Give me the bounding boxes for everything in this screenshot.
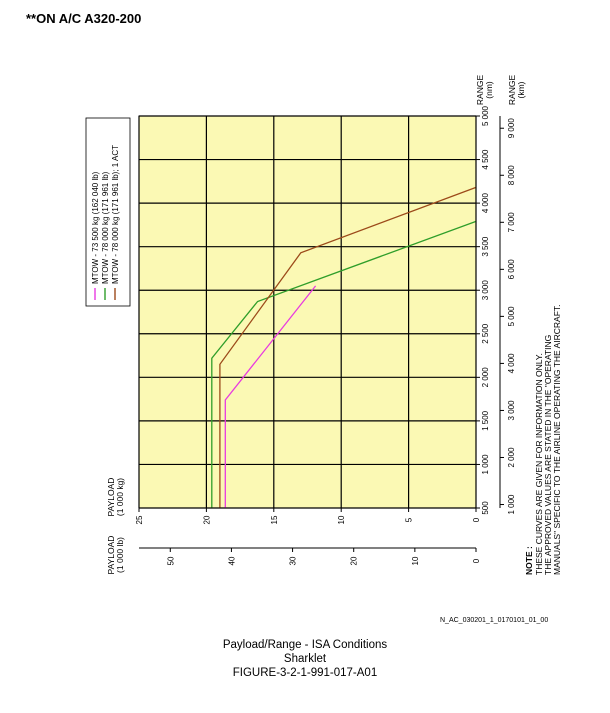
range-km-tick-label: 7 000 [507,212,516,233]
range-nm-axis: 500 1 000 1 500 2 000 2 500 3 000 3 500 4 000 4 … [476,105,490,515]
range-nm-tick-label: 5 000 [481,105,490,126]
payload-kg-tick-label: 5 [405,517,414,522]
range-km-tick-label: 3 000 [507,400,516,421]
range-nm-unit: (nm) [484,81,494,99]
plot-area [139,116,476,508]
payload-kg-tick-label: 0 [472,517,481,522]
note-line-3: MANUALS" SPECIFIC TO THE AIRLINE OPERATI… [552,304,562,575]
range-km-axis: 1 000 2 000 3 000 4 000 5 000 6 000 7 000 8 000… [499,116,516,515]
legend-label-1: MTOW - 73 500 kg (162 040 lb) [91,171,100,284]
payload-lb-tick-label: 40 [227,556,236,565]
payload-lb-tick-label: 50 [166,556,175,565]
figure-caption-subtitle: Sharklet [283,653,327,665]
payload-kg-tick-label: 20 [202,515,211,524]
series-line-2 [211,220,477,508]
legend: MTOW - 73 500 kg (162 040 lb) MTOW - 78 0… [85,117,131,307]
range-km-tick-label: 8 000 [507,165,516,186]
note-title: NOTE : [524,546,534,575]
payload-kg-tick-label: 10 [337,515,346,524]
range-nm-tick-label: 500 [481,501,490,515]
range-km-tick-label: 2 000 [507,447,516,468]
range-nm-label: RANGE [475,75,485,106]
payload-lb-tick-label: 0 [472,558,481,563]
range-km-tick-label: 4 000 [507,353,516,374]
payload-kg-tick-label: 15 [270,515,279,524]
page-title: **ON A/C A320-200 [26,11,142,26]
note: NOTE : THESE CURVES ARE GIVEN FOR INFORM… [524,304,562,575]
range-nm-tick-label: 3 000 [481,280,490,301]
payload-kg-unit: (1 000 kg) [115,478,125,516]
series-line-1 [224,285,317,508]
note-line-1: THESE CURVES ARE GIVEN FOR INFORMATION O… [534,353,544,575]
payload-kg-axis: 0 5 10 15 20 25 [135,508,481,524]
range-nm-tick-label: 4 000 [481,193,490,214]
range-nm-tick-label: 2 500 [481,323,490,344]
legend-label-2: MTOW - 78 000 kg (171 961 lb) [101,171,110,284]
payload-lb-unit: (1 000 lb) [115,537,125,573]
payload-lb-tick-label: 30 [289,556,298,565]
figure-captions: Payload/Range - ISA Conditions Sharklet … [0,638,610,680]
range-nm-tick-label: 3 500 [481,236,490,257]
payload-kg-tick-label: 25 [135,515,144,524]
range-nm-tick-label: 1 000 [481,454,490,475]
payload-lb-axis: 0 10 20 30 40 50 [139,547,481,565]
figure-caption-number: FIGURE-3-2-1-991-017-A01 [232,667,378,679]
payload-kg-label: PAYLOAD [106,478,116,517]
range-nm-tick-label: 1 500 [481,410,490,431]
range-nm-tick-label: 2 000 [481,367,490,388]
range-km-tick-label: 1 000 [507,494,516,515]
series-line-3 [219,186,477,508]
range-nm-tick-label: 4 500 [481,149,490,170]
range-km-unit: (km) [516,81,526,98]
payload-lb-tick-label: 20 [350,556,359,565]
legend-label-3: MTOW - 78 000 kg (171 961 lb); 1 ACT [111,145,120,284]
series-layer [211,186,477,509]
plot-frame [138,115,477,509]
payload-lb-tick-label: 10 [411,556,420,565]
legend-box [85,117,131,307]
figure-caption-title: Payload/Range - ISA Conditions [222,639,388,651]
document-reference: N_AC_030201_1_0170101_01_00 [440,617,549,624]
range-km-tick-label: 9 000 [507,118,516,139]
note-line-2: THE APPROVED VALUES ARE STATED IN THE "O… [543,335,553,575]
payload-lb-label: PAYLOAD [106,536,116,575]
range-km-tick-label: 6 000 [507,259,516,280]
range-km-label: RANGE [507,75,517,106]
range-km-tick-label: 5 000 [507,306,516,327]
